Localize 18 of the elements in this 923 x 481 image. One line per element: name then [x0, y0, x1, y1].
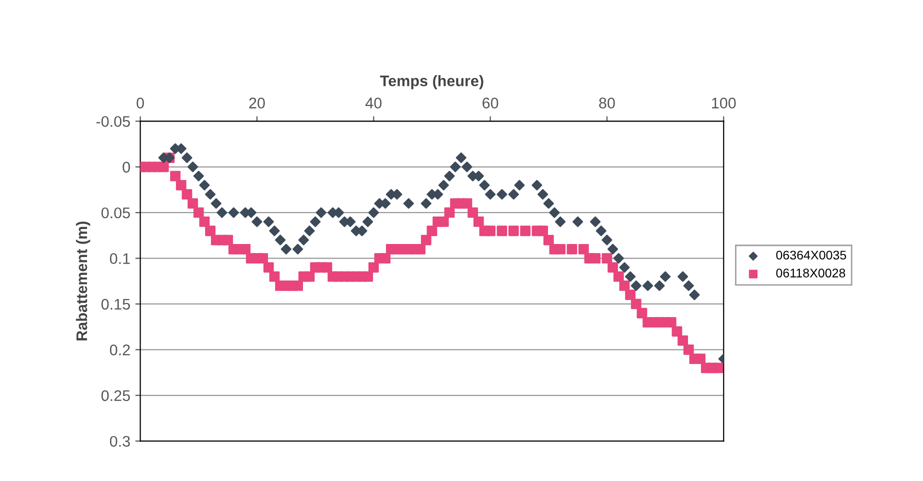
y-tick-label: 0.05 [101, 207, 130, 218]
x-tick-label: 40 [365, 98, 382, 108]
y-tick-label: 0 [122, 162, 130, 173]
x-tick-label: 20 [249, 98, 265, 108]
y-tick-label: -0.05 [96, 116, 130, 127]
y-tick-label: 0.1 [110, 253, 130, 264]
y-axis-title: Rabattement (m) [76, 222, 90, 340]
x-tick-label: 100 [712, 98, 736, 108]
x-tick-label: 0 [136, 98, 144, 108]
x-axis-title: Temps (heure) [380, 75, 484, 90]
y-tick-label: 0.15 [101, 298, 130, 310]
y-tick-label: 0.25 [101, 390, 130, 402]
x-tick-label: 60 [482, 98, 498, 108]
y-tick-label: 0.2 [110, 344, 130, 356]
legend-label: 06118X0028 [776, 268, 846, 278]
x-tick-label: 80 [599, 98, 615, 108]
y-tick-label: 0.3 [110, 436, 130, 447]
legend-label: 06364X0035 [776, 250, 846, 260]
